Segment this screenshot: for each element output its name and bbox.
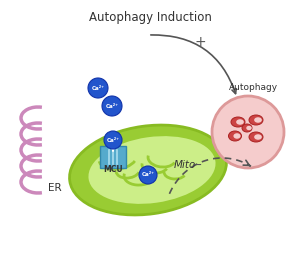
Ellipse shape [246, 126, 252, 130]
Ellipse shape [229, 131, 242, 141]
Circle shape [212, 96, 284, 168]
Ellipse shape [249, 115, 263, 125]
FancyBboxPatch shape [100, 146, 126, 168]
Text: Ca²⁺: Ca²⁺ [142, 173, 154, 177]
Text: Autophagy: Autophagy [228, 84, 278, 92]
Circle shape [88, 78, 108, 98]
Text: −: − [192, 159, 202, 172]
Ellipse shape [254, 117, 262, 123]
Text: Ca²⁺: Ca²⁺ [106, 138, 119, 143]
Text: +: + [194, 35, 206, 49]
FancyArrowPatch shape [151, 35, 236, 94]
Circle shape [104, 131, 122, 149]
Ellipse shape [70, 125, 226, 215]
Ellipse shape [254, 134, 262, 140]
Ellipse shape [233, 133, 241, 139]
Ellipse shape [249, 132, 263, 142]
Text: Ca²⁺: Ca²⁺ [106, 104, 118, 109]
Ellipse shape [231, 117, 245, 127]
Text: ER: ER [48, 183, 62, 193]
Ellipse shape [236, 119, 244, 125]
Circle shape [139, 166, 157, 184]
Text: Mito: Mito [174, 160, 196, 170]
Text: Ca²⁺: Ca²⁺ [92, 86, 104, 91]
Ellipse shape [242, 124, 252, 132]
Ellipse shape [88, 136, 215, 204]
Text: MCU: MCU [103, 164, 123, 174]
Text: Autophagy Induction: Autophagy Induction [88, 11, 212, 25]
Circle shape [102, 96, 122, 116]
